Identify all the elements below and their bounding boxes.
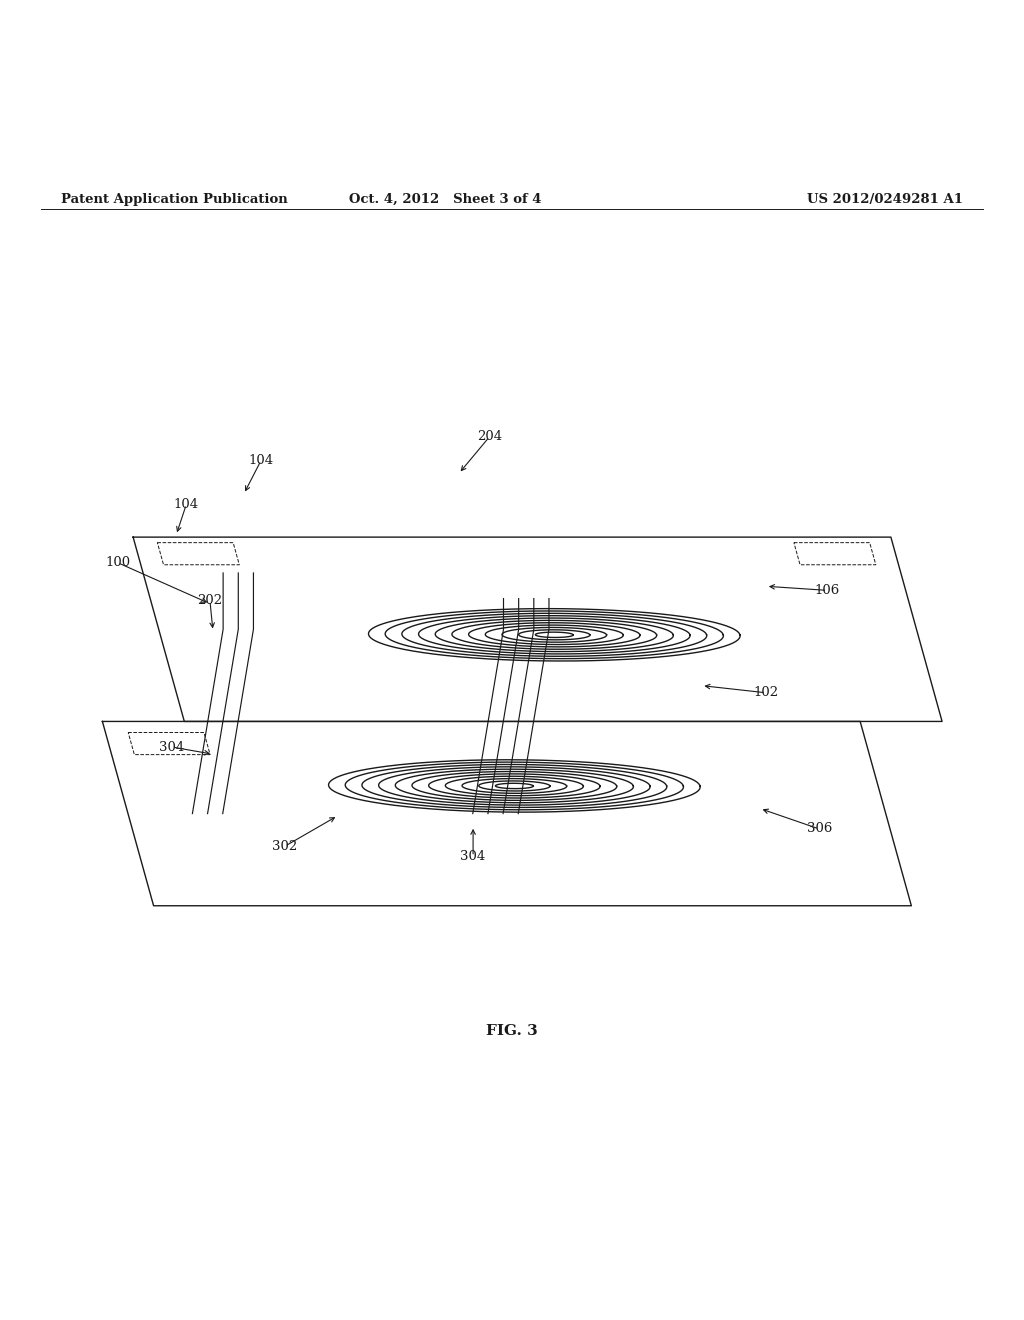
Text: 104: 104 (249, 454, 273, 467)
Text: 304: 304 (160, 741, 184, 754)
Text: 304: 304 (461, 850, 485, 863)
Text: US 2012/0249281 A1: US 2012/0249281 A1 (807, 193, 963, 206)
Text: 204: 204 (477, 430, 502, 444)
Text: 106: 106 (815, 583, 840, 597)
Text: 306: 306 (807, 822, 831, 836)
Text: 100: 100 (105, 556, 130, 569)
Text: Oct. 4, 2012   Sheet 3 of 4: Oct. 4, 2012 Sheet 3 of 4 (349, 193, 542, 206)
Text: 104: 104 (174, 498, 199, 511)
Text: 102: 102 (754, 686, 778, 700)
Text: Patent Application Publication: Patent Application Publication (61, 193, 288, 206)
Text: 202: 202 (198, 594, 222, 607)
Text: 302: 302 (272, 840, 297, 853)
Text: FIG. 3: FIG. 3 (486, 1024, 538, 1038)
